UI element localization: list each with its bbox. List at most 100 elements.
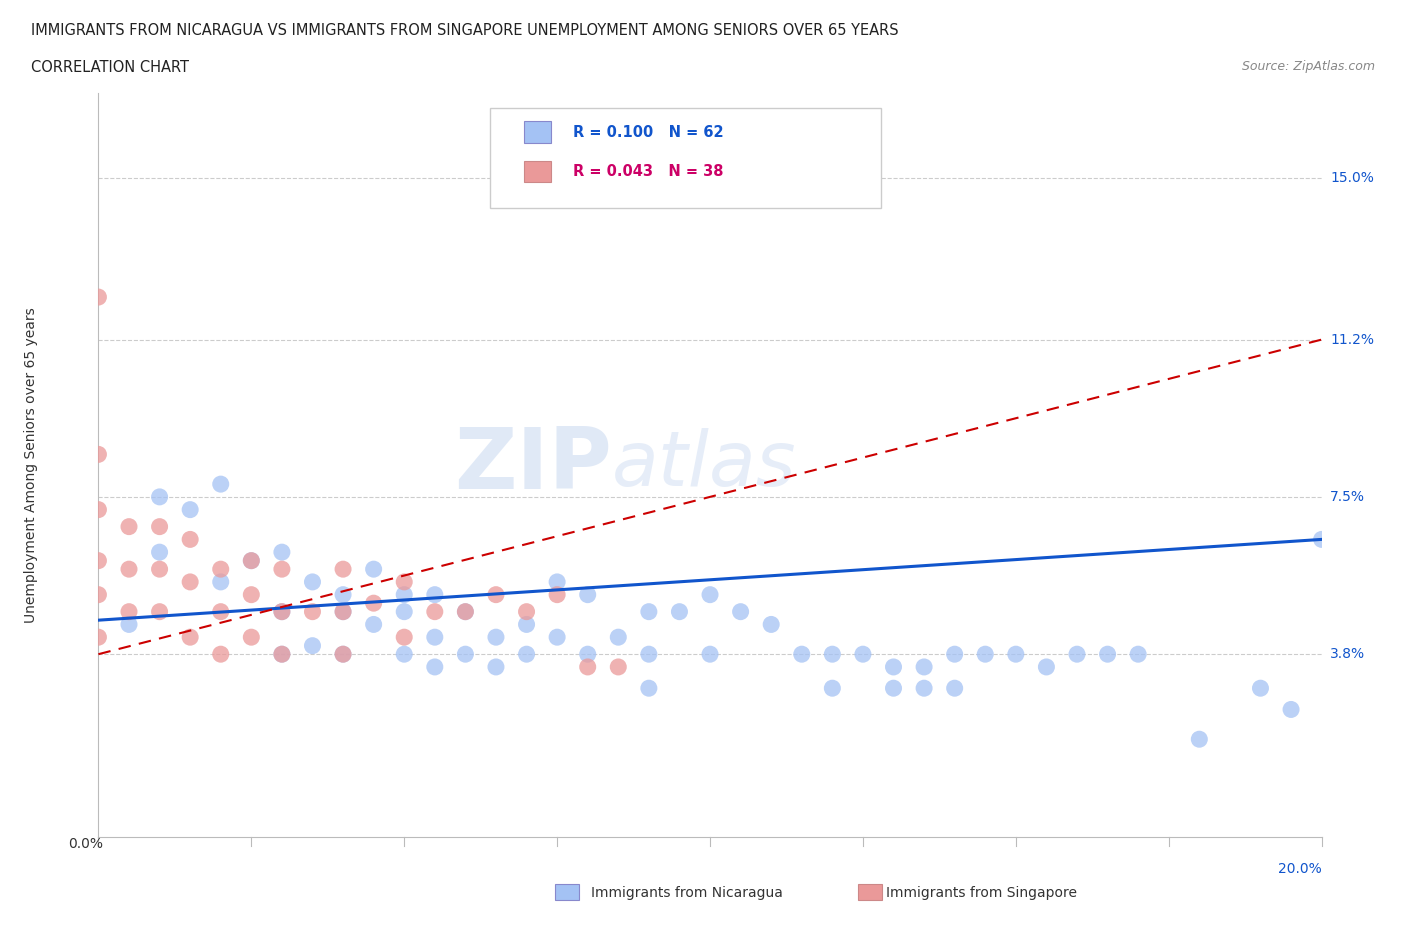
Text: CORRELATION CHART: CORRELATION CHART	[31, 60, 188, 75]
Point	[1279, 702, 1302, 717]
FancyBboxPatch shape	[489, 108, 882, 208]
Point	[637, 681, 661, 696]
Point	[821, 681, 844, 696]
Point	[392, 604, 416, 619]
Point	[118, 562, 141, 577]
Point	[209, 562, 232, 577]
Point	[87, 630, 110, 644]
Point	[607, 630, 630, 644]
Point	[974, 646, 997, 661]
Text: R = 0.043   N = 38: R = 0.043 N = 38	[574, 164, 724, 179]
Point	[363, 617, 385, 631]
Text: 11.2%: 11.2%	[1330, 333, 1374, 347]
Text: 20.0%: 20.0%	[1278, 862, 1322, 876]
Text: Source: ZipAtlas.com: Source: ZipAtlas.com	[1241, 60, 1375, 73]
Point	[516, 617, 538, 631]
Point	[332, 562, 354, 577]
Point	[392, 587, 416, 602]
Point	[118, 617, 141, 631]
Point	[270, 646, 292, 661]
Point	[363, 562, 385, 577]
Point	[332, 646, 354, 661]
Point	[301, 575, 323, 590]
Point	[546, 630, 568, 644]
Point	[179, 630, 201, 644]
Point	[332, 604, 354, 619]
Text: 3.8%: 3.8%	[1330, 647, 1365, 661]
Point	[118, 519, 141, 534]
Point	[883, 681, 905, 696]
Point	[883, 659, 905, 674]
Text: ZIP: ZIP	[454, 423, 612, 507]
Point	[1188, 732, 1211, 747]
Point	[87, 502, 110, 517]
Text: 7.5%: 7.5%	[1330, 490, 1365, 504]
Point	[1035, 659, 1057, 674]
Point	[209, 604, 232, 619]
Point	[943, 681, 966, 696]
FancyBboxPatch shape	[524, 161, 551, 182]
Point	[912, 659, 935, 674]
Point	[270, 646, 292, 661]
Text: Immigrants from Singapore: Immigrants from Singapore	[886, 885, 1077, 900]
Point	[454, 604, 477, 619]
Point	[790, 646, 813, 661]
Point	[1310, 532, 1333, 547]
Point	[392, 646, 416, 661]
Point	[821, 646, 844, 661]
Point	[301, 638, 323, 653]
Point	[454, 646, 477, 661]
Point	[270, 604, 292, 619]
Point	[118, 604, 141, 619]
Point	[209, 477, 232, 492]
Point	[332, 587, 354, 602]
Point	[332, 604, 354, 619]
Point	[1249, 681, 1271, 696]
Point	[209, 575, 232, 590]
Point	[1066, 646, 1088, 661]
Point	[240, 630, 263, 644]
Point	[392, 575, 416, 590]
Point	[423, 659, 446, 674]
Point	[454, 604, 477, 619]
Point	[730, 604, 752, 619]
Point	[485, 587, 508, 602]
Point	[87, 553, 110, 568]
Point	[149, 519, 172, 534]
Point	[149, 489, 172, 504]
Point	[699, 587, 721, 602]
Point	[270, 604, 292, 619]
Point	[87, 447, 110, 462]
Point	[637, 646, 661, 661]
Point	[209, 646, 232, 661]
Point	[576, 659, 599, 674]
Text: 15.0%: 15.0%	[1330, 171, 1374, 185]
Point	[240, 587, 263, 602]
Point	[179, 575, 201, 590]
Point	[637, 604, 661, 619]
Point	[912, 681, 935, 696]
Point	[149, 545, 172, 560]
Text: 0.0%: 0.0%	[67, 837, 103, 851]
Point	[149, 604, 172, 619]
Point	[576, 646, 599, 661]
Point	[1128, 646, 1150, 661]
Point	[485, 630, 508, 644]
Point	[301, 604, 323, 619]
Point	[1097, 646, 1119, 661]
Point	[516, 604, 538, 619]
Text: Unemployment Among Seniors over 65 years: Unemployment Among Seniors over 65 years	[24, 307, 38, 623]
Point	[576, 587, 599, 602]
Point	[607, 659, 630, 674]
Point	[759, 617, 782, 631]
Point	[852, 646, 875, 661]
Text: IMMIGRANTS FROM NICARAGUA VS IMMIGRANTS FROM SINGAPORE UNEMPLOYMENT AMONG SENIOR: IMMIGRANTS FROM NICARAGUA VS IMMIGRANTS …	[31, 23, 898, 38]
Point	[87, 289, 110, 304]
Point	[332, 646, 354, 661]
Point	[423, 587, 446, 602]
Point	[485, 659, 508, 674]
Text: R = 0.100   N = 62: R = 0.100 N = 62	[574, 125, 724, 140]
Point	[516, 646, 538, 661]
Point	[363, 596, 385, 611]
Point	[87, 587, 110, 602]
